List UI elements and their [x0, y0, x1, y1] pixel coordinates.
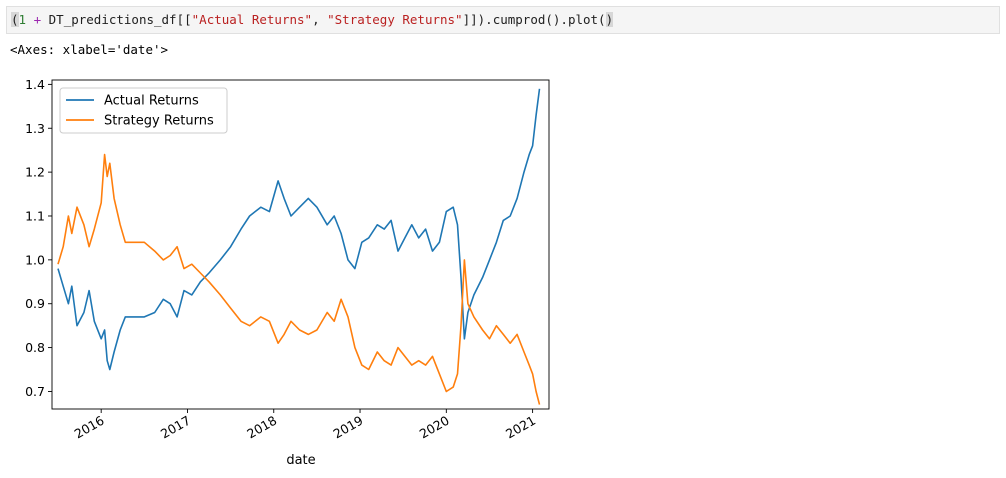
code-token: ) — [605, 12, 614, 27]
x-tick-label: 2020 — [417, 413, 452, 442]
y-tick-label: 1.2 — [25, 165, 45, 180]
y-tick-label: 0.9 — [25, 296, 45, 311]
code-token: ( — [11, 12, 19, 27]
code-line[interactable]: (1 + DT_predictions_df[["Actual Returns"… — [11, 12, 614, 28]
code-token: "Actual Returns" — [191, 12, 313, 27]
x-axis-label: date — [286, 453, 315, 468]
code-token: "Strategy Returns" — [327, 12, 463, 27]
code-token: + — [33, 12, 42, 27]
y-tick-label: 0.7 — [25, 384, 45, 399]
y-tick-label: 1.0 — [25, 252, 45, 267]
x-tick-label: 2018 — [244, 413, 279, 442]
code-token: DT_predictions_df[[ — [41, 12, 192, 27]
y-tick-label: 1.4 — [25, 77, 45, 92]
plot-area — [51, 79, 550, 410]
x-tick-label: 2016 — [72, 413, 107, 442]
x-tick-label: 2019 — [330, 413, 365, 442]
legend-label: Strategy Returns — [104, 114, 214, 129]
x-tick-label: 2021 — [503, 413, 538, 442]
legend — [59, 87, 228, 134]
y-tick-label: 1.3 — [25, 121, 45, 136]
output-repr: <Axes: xlabel='date'> — [10, 42, 169, 57]
code-token: , — [312, 12, 328, 27]
series-line-1 — [57, 153, 541, 405]
code-token: 1 — [18, 12, 27, 27]
legend-label: Actual Returns — [104, 94, 199, 109]
code-cell[interactable]: (1 + DT_predictions_df[["Actual Returns"… — [6, 6, 1000, 34]
code-token: ]]).cumprod().plot( — [462, 12, 606, 27]
y-tick-label: 0.8 — [25, 340, 45, 355]
y-tick-label: 1.1 — [25, 208, 45, 223]
x-tick-label: 2017 — [158, 413, 193, 442]
